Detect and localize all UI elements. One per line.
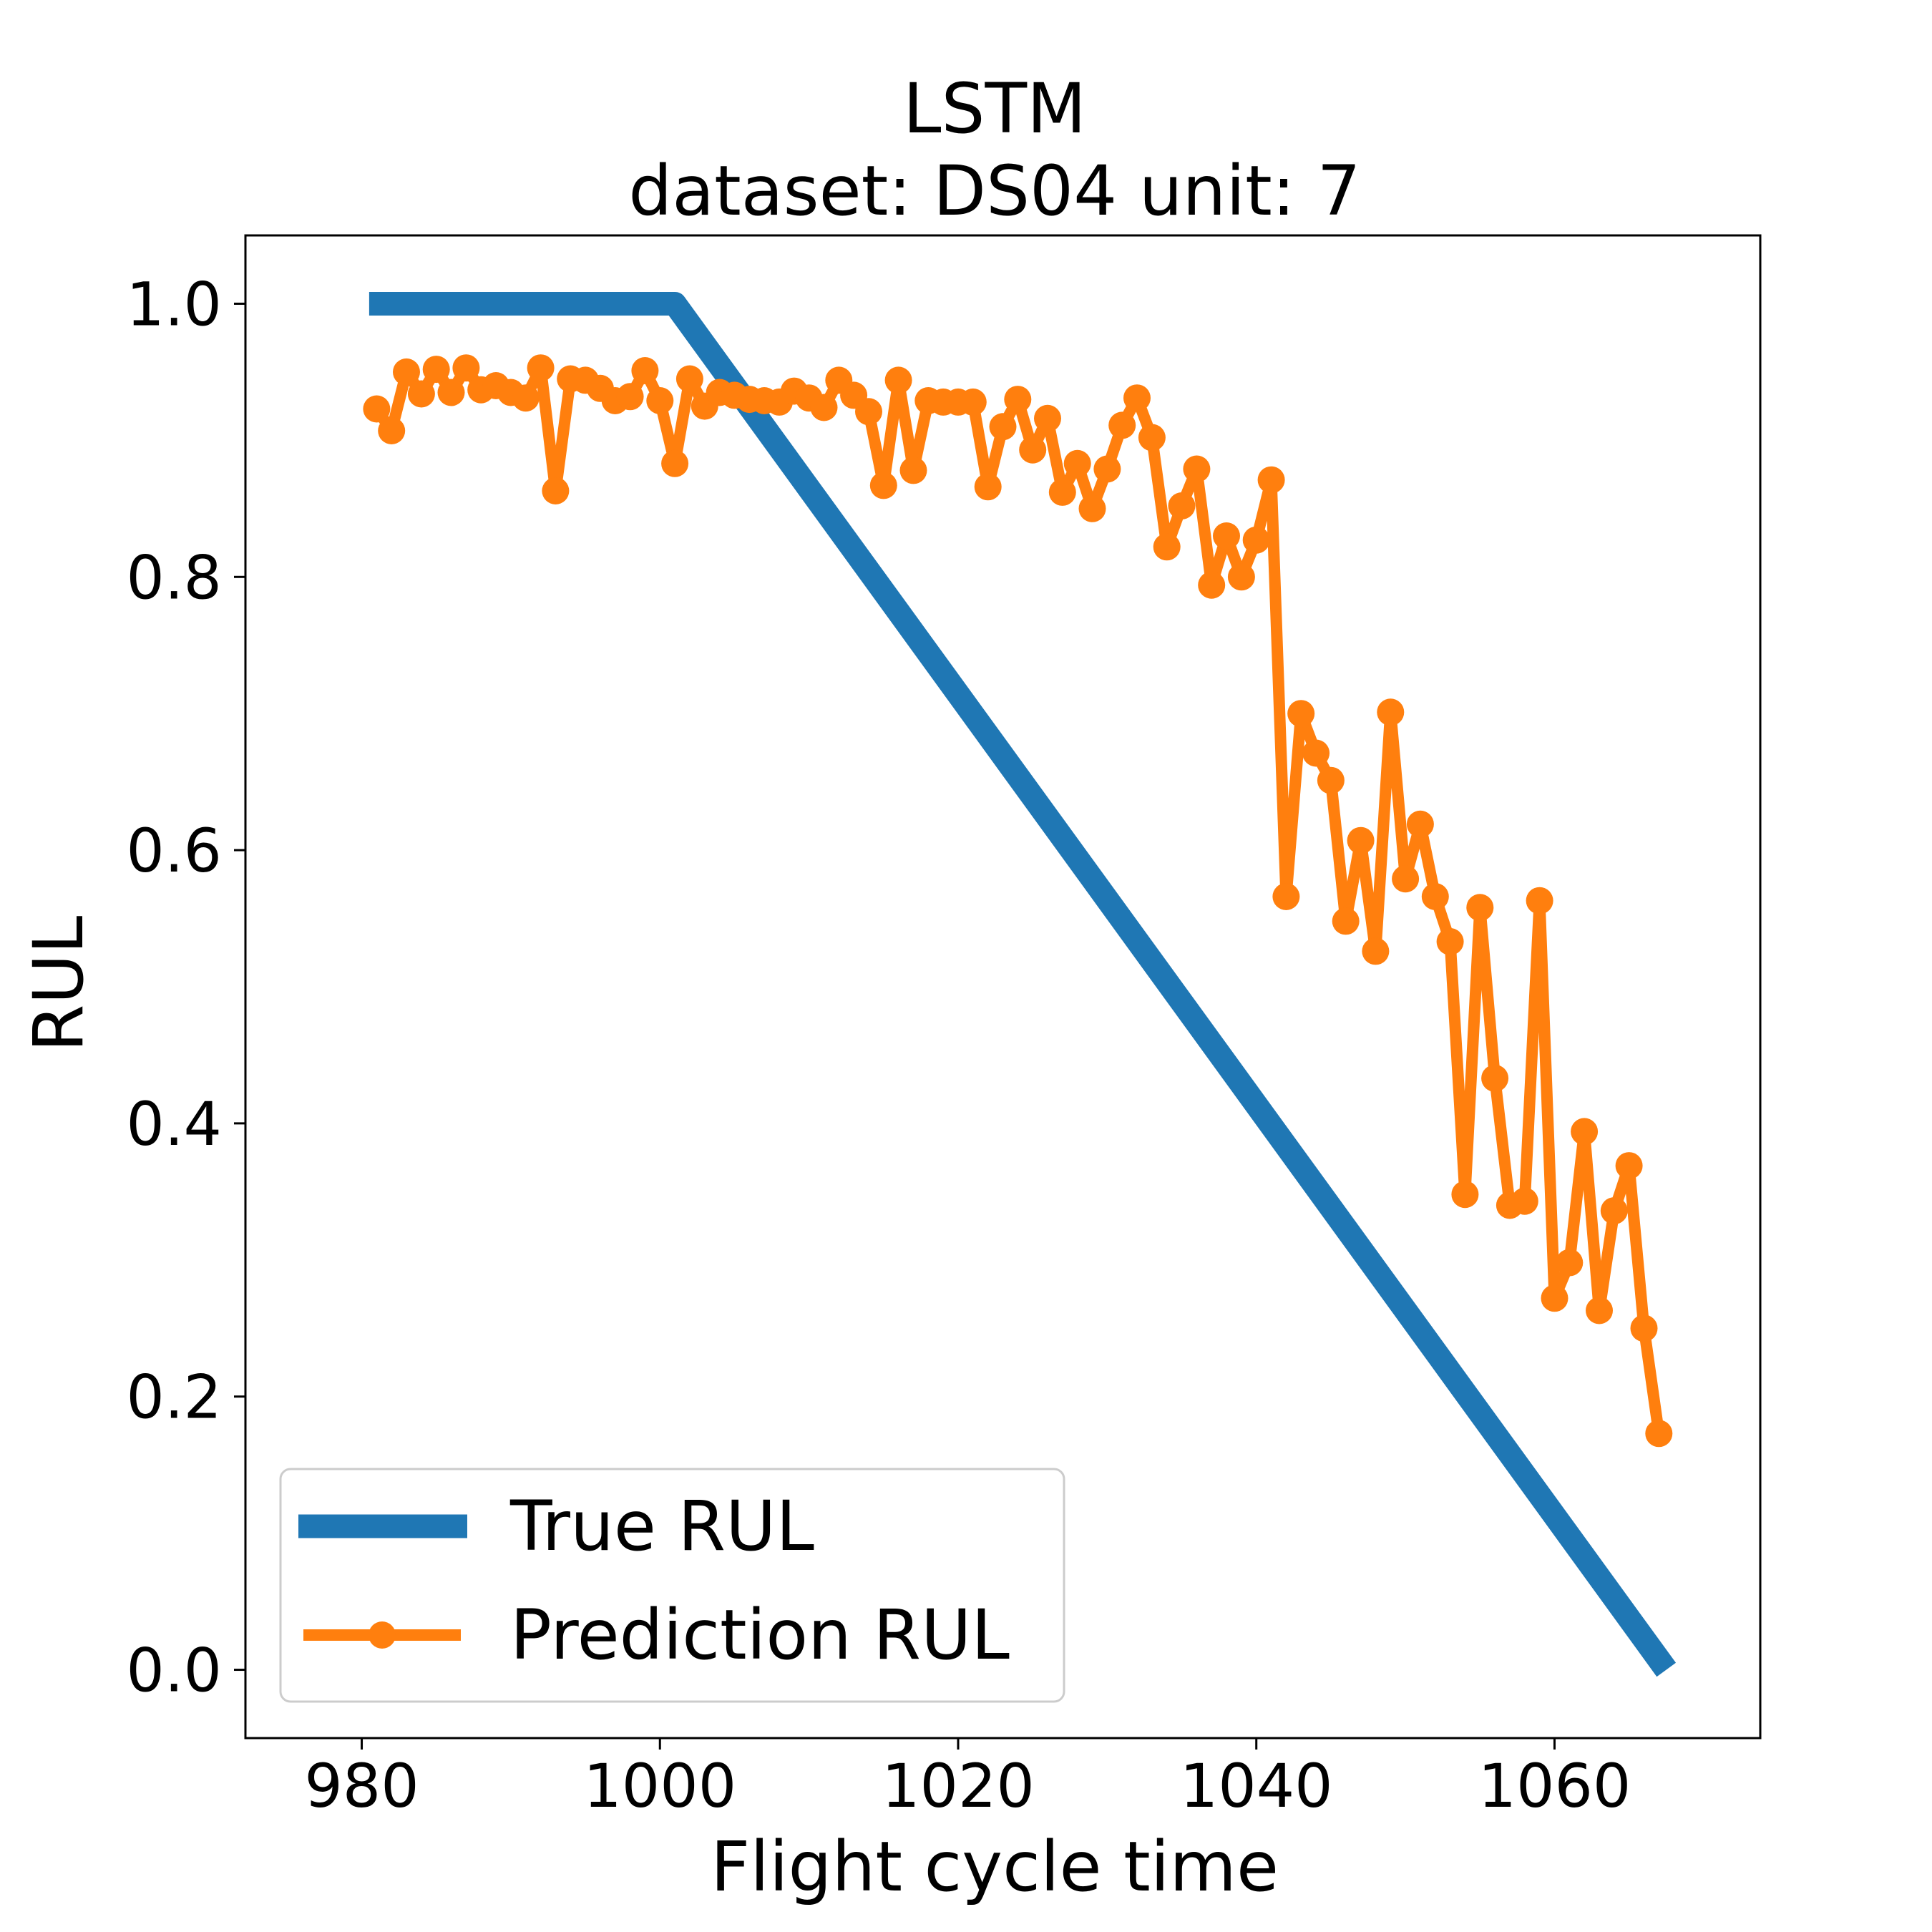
prediction-rul-point [1541, 1284, 1568, 1312]
prediction-rul-point [899, 457, 927, 484]
x-axis-ticks: 980 1000 1020 1040 1060 [304, 1738, 1631, 1821]
legend-true-rul-label: True RUL [509, 1486, 814, 1566]
prediction-rul-point [1421, 883, 1449, 910]
prediction-rul-point [1078, 494, 1106, 522]
prediction-rul-point [1392, 865, 1420, 893]
prediction-rul-point [884, 366, 912, 394]
x-tick-label: 1000 [583, 1751, 736, 1821]
prediction-rul-point [1362, 937, 1390, 965]
legend-frame [279, 1468, 1065, 1703]
prediction-rul-point [675, 365, 703, 393]
prediction-rul-point [869, 472, 897, 499]
y-tick-label: 0.0 [126, 1636, 222, 1706]
prediction-rul-point [1586, 1297, 1613, 1324]
prediction-rul-point [646, 387, 674, 414]
prediction-rul-point [1019, 436, 1047, 464]
prediction-rul-point [1556, 1249, 1584, 1277]
prediction-rul-point [661, 449, 689, 477]
prediction-rul-point [378, 417, 406, 444]
prediction-rul-point [1526, 887, 1553, 914]
prediction-rul-point [1138, 424, 1166, 452]
prediction-rul-point [527, 354, 555, 382]
y-tick-label: 0.6 [126, 816, 222, 886]
prediction-rul-point [1153, 533, 1181, 561]
x-tick-label: 1040 [1180, 1751, 1333, 1821]
prediction-rul-point [1093, 455, 1121, 483]
prediction-rul-point [1630, 1314, 1658, 1342]
prediction-rul-point [1048, 478, 1076, 506]
prediction-rul-point [1198, 571, 1226, 599]
prediction-rul-point [1227, 563, 1255, 591]
x-axis-label: Flight cycle time [711, 1827, 1279, 1907]
prediction-rul-point [855, 398, 882, 426]
prediction-rul-point [974, 473, 1002, 501]
prediction-rul-point [1272, 883, 1300, 910]
prediction-rul-point [1436, 928, 1464, 955]
y-axis-label: RUL [19, 916, 99, 1052]
chart-title: LSTM [903, 69, 1086, 149]
prediction-rul-point [1406, 810, 1434, 838]
prediction-rul-point [437, 379, 465, 406]
prediction-rul-point [989, 413, 1017, 441]
legend-prediction-rul-marker [369, 1621, 396, 1649]
prediction-rul-point [1123, 384, 1151, 412]
prediction-rul-point [1615, 1152, 1643, 1180]
prediction-rul-point [363, 395, 391, 423]
prediction-rul-point [542, 477, 570, 504]
prediction-rul-point [631, 357, 659, 384]
prediction-rul-point [1302, 739, 1330, 767]
prediction-rul-point [1571, 1118, 1599, 1146]
prediction-rul-point [1481, 1064, 1509, 1092]
prediction-rul-point [1213, 522, 1240, 550]
x-tick-label: 1020 [882, 1751, 1035, 1821]
prediction-rul-point [512, 384, 540, 412]
plot-area [363, 292, 1677, 1677]
prediction-rul-point [1645, 1420, 1673, 1448]
prediction-rul-point [1600, 1197, 1628, 1225]
prediction-rul-point [1466, 894, 1494, 922]
plot-frame [244, 234, 1762, 1740]
prediction-rul-point [1287, 700, 1315, 728]
prediction-rul-point [1004, 386, 1032, 414]
prediction-rul-point [1034, 404, 1061, 432]
true-rul-line [369, 292, 1677, 1677]
prediction-rul-point [1183, 455, 1211, 483]
y-axis-ticks: 0.0 0.2 0.4 0.6 0.8 1.0 [126, 269, 245, 1706]
prediction-rul-point [1451, 1181, 1479, 1209]
chart-subtitle: dataset: DS04 unit: 7 [628, 151, 1360, 231]
legend-prediction-rul-label: Prediction RUL [510, 1595, 1010, 1675]
prediction-rul-point [1317, 766, 1345, 794]
prediction-rul-point [1168, 492, 1196, 519]
prediction-rul-point [616, 383, 644, 411]
prediction-rul-point [1063, 449, 1091, 477]
y-tick-label: 0.8 [126, 542, 222, 613]
prediction-rul-point [1347, 826, 1375, 854]
prediction-rul-point [452, 354, 480, 382]
prediction-rul-point [422, 356, 450, 384]
legend: True RUL Prediction RUL [279, 1468, 1065, 1703]
prediction-rul-point [407, 380, 435, 408]
prediction-rul-point [1511, 1187, 1538, 1215]
prediction-rul-point [1332, 907, 1360, 935]
prediction-rul-point [810, 394, 838, 421]
prediction-rul-point [1242, 526, 1270, 554]
prediction-rul-point [959, 388, 987, 416]
y-tick-label: 0.4 [126, 1089, 222, 1159]
prediction-rul-point [1108, 411, 1136, 439]
x-tick-label: 980 [304, 1751, 419, 1821]
y-tick-label: 0.2 [126, 1362, 222, 1433]
y-tick-label: 1.0 [126, 269, 222, 339]
prediction-rul-point [393, 358, 420, 386]
x-tick-label: 1060 [1478, 1751, 1631, 1821]
prediction-rul-point [1257, 466, 1285, 494]
prediction-rul-point [1377, 698, 1405, 726]
